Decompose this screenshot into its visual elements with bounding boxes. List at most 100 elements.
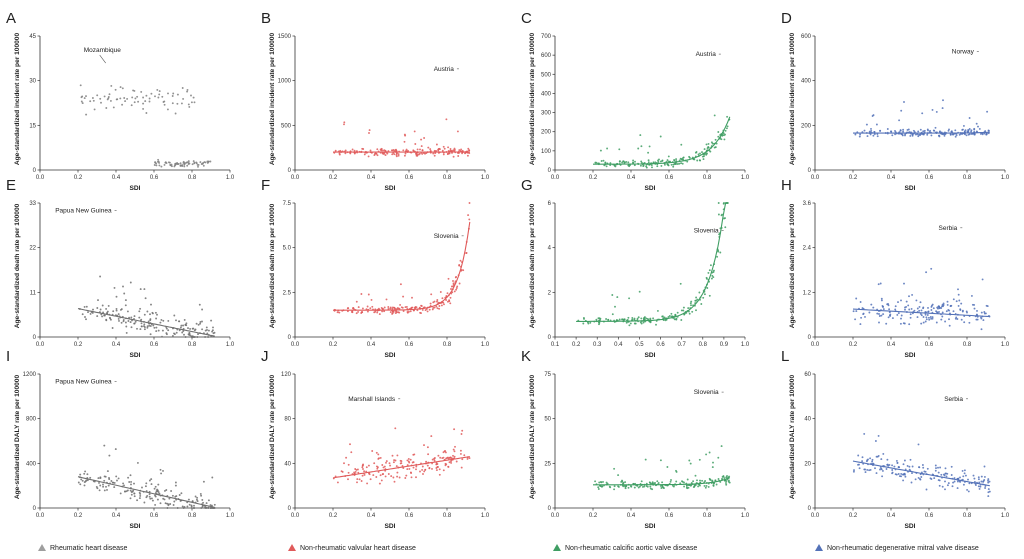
data-point	[124, 100, 127, 103]
data-point	[372, 474, 375, 477]
data-point	[864, 315, 866, 318]
data-point	[212, 332, 215, 335]
data-point	[196, 163, 199, 166]
data-point	[171, 102, 174, 105]
fit-line	[333, 221, 471, 311]
data-point	[988, 480, 991, 483]
data-point	[655, 323, 657, 326]
data-point	[383, 465, 386, 468]
data-point	[933, 477, 936, 480]
data-point	[952, 310, 955, 313]
data-point	[599, 149, 602, 152]
data-point	[172, 92, 175, 95]
data-point	[146, 325, 149, 328]
y-tick-label: 400	[801, 79, 812, 85]
data-point	[685, 486, 688, 489]
data-point	[408, 467, 411, 470]
data-point	[864, 468, 867, 471]
data-point	[929, 316, 932, 318]
data-point	[627, 161, 630, 164]
data-point	[361, 311, 364, 314]
data-point	[708, 294, 711, 297]
data-point	[207, 329, 210, 332]
data-point	[156, 313, 158, 316]
data-point	[347, 463, 350, 466]
data-point	[145, 496, 148, 499]
x-axis-label: SDI	[645, 185, 656, 192]
data-point	[986, 110, 989, 113]
data-point	[109, 99, 112, 102]
data-point	[102, 483, 104, 486]
x-tick-label: 0.6	[925, 513, 934, 519]
data-point	[159, 502, 162, 505]
data-point	[97, 299, 99, 302]
data-point	[98, 489, 101, 492]
data-point	[89, 476, 92, 479]
data-point	[686, 478, 689, 481]
fit-line	[77, 308, 215, 337]
data-point	[605, 318, 608, 320]
data-point	[108, 316, 111, 319]
data-point	[689, 484, 692, 487]
data-point	[675, 469, 677, 472]
data-point	[916, 316, 919, 319]
data-point	[165, 333, 168, 336]
y-tick-label: 800	[26, 417, 37, 423]
data-point	[182, 507, 185, 509]
x-tick-label: 0.8	[963, 175, 972, 181]
data-point	[697, 153, 700, 156]
data-point	[383, 310, 386, 313]
data-point	[455, 287, 458, 289]
data-point	[96, 315, 99, 318]
data-point	[601, 485, 604, 488]
panel-letter: K	[521, 348, 531, 365]
data-point	[978, 127, 981, 130]
data-point	[441, 297, 444, 300]
data-point	[405, 148, 408, 151]
data-point	[376, 148, 379, 151]
data-point	[707, 485, 710, 488]
data-point	[338, 311, 341, 314]
data-point	[126, 97, 129, 100]
data-point	[365, 466, 368, 469]
data-point	[167, 329, 170, 332]
data-point	[413, 130, 416, 133]
y-axis-label: Age-standardized incident rate per 10000…	[14, 33, 21, 166]
data-point	[891, 464, 894, 467]
data-point	[378, 482, 381, 485]
data-point	[173, 314, 176, 317]
data-point	[712, 461, 714, 464]
data-point	[460, 466, 463, 469]
data-point	[176, 102, 179, 105]
data-point	[711, 274, 714, 277]
data-point	[706, 287, 709, 289]
data-point	[669, 480, 672, 483]
data-point	[978, 481, 981, 484]
data-point	[953, 477, 956, 480]
panel-letter: J	[261, 348, 269, 365]
x-tick-label: 0.8	[703, 513, 712, 519]
data-point	[625, 160, 628, 163]
data-point	[126, 489, 129, 492]
data-point	[377, 453, 380, 456]
data-point	[719, 251, 722, 254]
data-point	[465, 252, 468, 255]
data-point	[863, 129, 866, 132]
data-point	[907, 128, 910, 131]
y-tick-label: 33	[29, 201, 36, 207]
data-point	[915, 299, 918, 302]
data-point	[393, 150, 396, 152]
data-point	[661, 481, 664, 484]
data-point	[466, 154, 469, 157]
x-tick-label: 0.2	[849, 513, 858, 519]
data-point	[661, 159, 664, 162]
data-point	[624, 481, 627, 484]
data-point	[656, 165, 659, 168]
data-point	[631, 318, 634, 321]
data-point	[169, 503, 172, 505]
data-point	[911, 133, 914, 136]
data-point	[927, 310, 930, 313]
data-point	[153, 164, 156, 166]
data-point	[433, 459, 436, 462]
data-point	[618, 160, 621, 163]
